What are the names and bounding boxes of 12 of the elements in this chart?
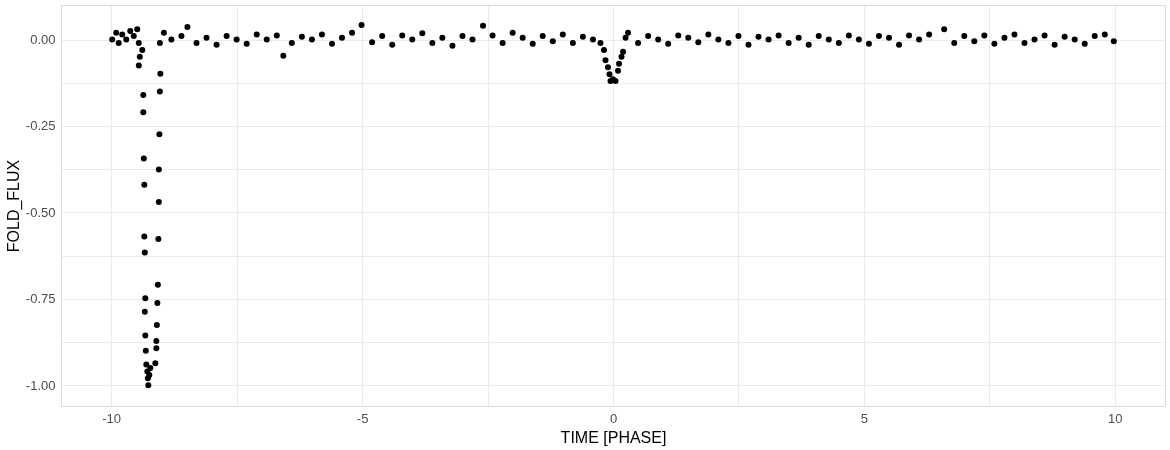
y-tick-label: -1.00 (25, 377, 56, 393)
y-axis-title: FOLD_FLUX (4, 159, 23, 253)
x-tick-label: -5 (356, 410, 369, 426)
x-tick-label: -10 (102, 410, 122, 426)
y-tick-label: 0.00 (30, 32, 56, 48)
y-tick-label: -0.50 (25, 204, 56, 220)
y-tick-label: -0.75 (25, 291, 56, 307)
y-tick-label: -0.25 (25, 118, 56, 134)
x-tick-label: 5 (860, 410, 869, 426)
x-tick-label: 0 (609, 410, 618, 426)
x-tick-label: 10 (1108, 410, 1123, 426)
x-axis-title: TIME [PHASE] (560, 428, 667, 446)
